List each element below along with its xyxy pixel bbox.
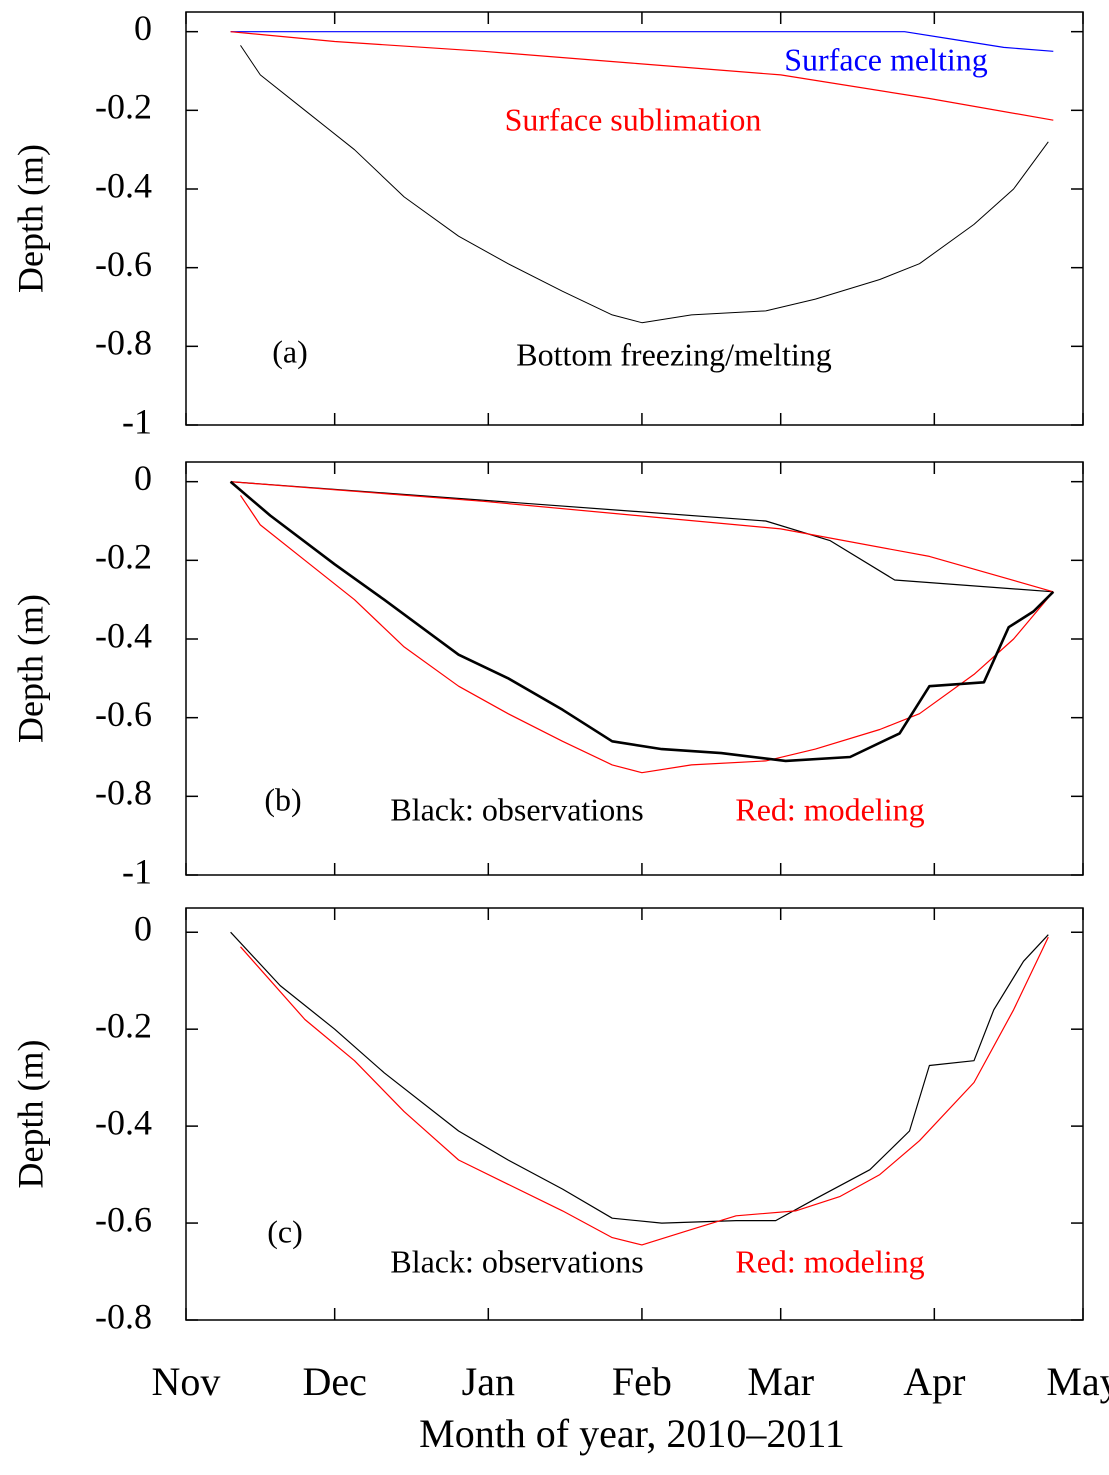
annotation: (c) (267, 1213, 303, 1249)
data-line (240, 495, 1054, 774)
x-tick-label: Feb (612, 1359, 672, 1404)
x-tick-label: Dec (302, 1359, 366, 1404)
y-tick-label: 0 (134, 458, 152, 498)
y-tick-label: -0.6 (95, 694, 152, 734)
y-tick-label: -1 (122, 851, 152, 891)
data-line (229, 480, 1055, 763)
y-tick-label: -0.4 (95, 1102, 152, 1142)
annotation: Surface sublimation (505, 101, 762, 137)
x-tick-label: May (1046, 1359, 1109, 1404)
y-tick-label: -0.4 (95, 165, 152, 205)
annotation: Red: modeling (735, 791, 924, 827)
y-tick-label: 0 (134, 909, 152, 949)
x-tick-label: Mar (747, 1359, 814, 1404)
data-line (230, 31, 1054, 52)
plot-frame (185, 11, 1084, 426)
annotation: Black: observations (390, 791, 643, 827)
annotation: Surface melting (784, 41, 987, 77)
y-tick-label: -0.8 (95, 1296, 152, 1336)
data-line (230, 31, 1054, 121)
data-line (230, 481, 1054, 593)
y-tick-label: -0.2 (95, 537, 152, 577)
y-tick-label: -0.8 (95, 773, 152, 813)
data-line (240, 936, 1049, 1246)
data-line (240, 45, 1049, 324)
x-tick-label: Jan (462, 1359, 515, 1404)
annotation: Red: modeling (735, 1243, 924, 1279)
y-tick-label: -0.6 (95, 1199, 152, 1239)
annotation: (b) (264, 781, 301, 817)
data-line (230, 481, 1054, 593)
y-tick-label: -0.8 (95, 323, 152, 363)
y-tick-label: 0 (134, 8, 152, 48)
x-axis-label: Month of year, 2010–2011 (419, 1411, 845, 1456)
y-tick-label: -0.6 (95, 244, 152, 284)
y-tick-label: -0.2 (95, 87, 152, 127)
y-axis-label: Depth (m) (10, 1040, 50, 1189)
plot-frame (185, 907, 1084, 1321)
y-tick-label: -0.4 (95, 615, 152, 655)
data-line (230, 931, 1049, 1224)
y-axis-label: Depth (m) (10, 594, 50, 743)
annotation: Bottom freezing/melting (516, 336, 831, 372)
plot-frame (185, 461, 1084, 876)
x-tick-label: Nov (152, 1359, 221, 1404)
annotation: (a) (272, 333, 308, 369)
y-tick-label: -0.2 (95, 1005, 152, 1045)
y-tick-label: -1 (122, 401, 152, 441)
x-tick-label: Apr (903, 1359, 965, 1404)
annotation: Black: observations (390, 1243, 643, 1279)
y-axis-label: Depth (m) (10, 144, 50, 293)
